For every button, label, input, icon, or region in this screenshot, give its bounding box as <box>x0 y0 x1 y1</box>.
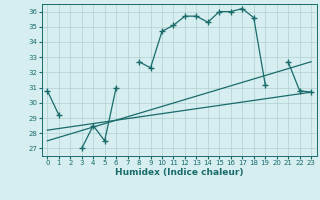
X-axis label: Humidex (Indice chaleur): Humidex (Indice chaleur) <box>115 168 244 177</box>
